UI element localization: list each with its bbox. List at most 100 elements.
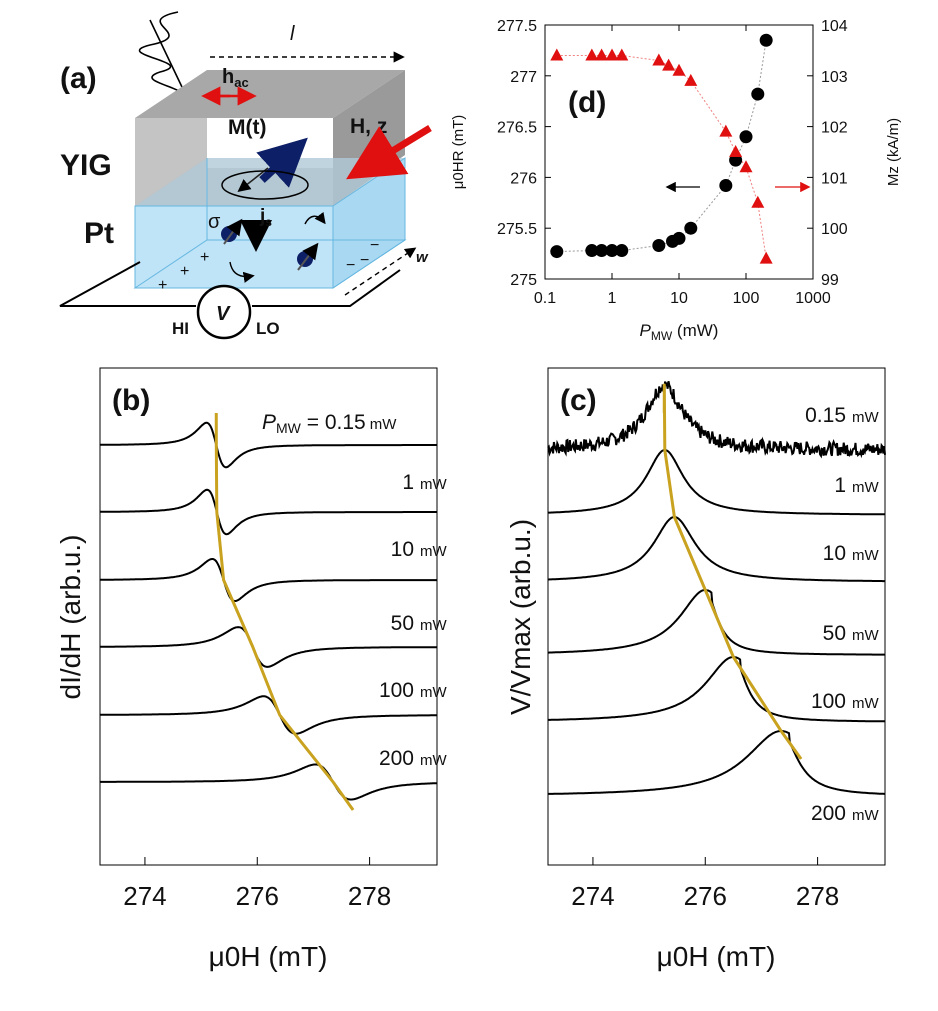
panel-b-label: (b)	[112, 384, 150, 417]
resonance-guide-curve	[662, 383, 803, 760]
power-label: 100	[379, 679, 414, 702]
data-point-mz	[719, 124, 733, 137]
spectrum-100-mw	[548, 656, 886, 723]
magnetization-arrow	[256, 137, 308, 188]
spectrum-10-mw	[99, 558, 438, 602]
power-unit: mW	[420, 752, 447, 769]
y-tick-right-label: 103	[821, 69, 848, 86]
data-point-mz	[662, 58, 676, 71]
h-field-label: H, z	[350, 115, 387, 138]
data-point-hr	[759, 33, 773, 47]
x-tick-label: 276	[684, 881, 727, 911]
data-point-mz	[672, 63, 686, 76]
data-point-hr	[595, 244, 609, 258]
data-point-mz	[605, 48, 619, 61]
data-point-mz	[595, 48, 609, 61]
power-label: 1	[834, 474, 846, 497]
panel-a-schematic: l hac M(t) H, z σ js + + + − − − w	[59, 11, 432, 340]
spectrum-200-mw	[548, 730, 885, 795]
plus-sign: +	[158, 277, 167, 294]
power-label: 50	[391, 612, 414, 635]
voltmeter-icon	[196, 284, 252, 340]
panel-b-xlabel: μ0H (mT)	[209, 941, 328, 972]
power-unit: mW	[852, 547, 879, 564]
x-tick-label: 0.1	[534, 290, 556, 307]
spectrum-0.15-mw	[100, 421, 437, 469]
data-point-mz	[729, 145, 743, 157]
spectrum-1-mw	[547, 449, 885, 516]
y-tick-left-label: 275.5	[497, 221, 537, 238]
panel-c-label: (c)	[560, 384, 597, 417]
resonance-guide-curve	[214, 412, 355, 811]
spectrum-1-mw	[100, 488, 437, 536]
panel-d-xlabel: PMW (mW)	[640, 321, 719, 343]
plus-sign: +	[180, 263, 189, 280]
panel-c-xlabel: μ0H (mT)	[657, 941, 776, 972]
power-label: 10	[391, 538, 414, 561]
minus-sign: −	[370, 237, 379, 254]
power-label: 50	[823, 622, 846, 645]
power-label: 10	[823, 542, 846, 565]
data-point-mz	[585, 48, 599, 61]
pt-label: Pt	[84, 217, 114, 250]
x-tick-label: 274	[571, 881, 614, 911]
y-tick-right-label: 100	[821, 221, 848, 238]
panel-b-chart: 1 mW 10 mW 50 mW 100 mW 200 mW 274 276 278 (b) PMW …	[55, 367, 447, 972]
power-unit: mW	[420, 617, 447, 634]
x-tick-label: 278	[796, 881, 839, 911]
y-tick-left-label: 277.5	[497, 18, 537, 35]
js-label: js	[259, 206, 272, 229]
data-point-hr	[719, 179, 733, 193]
power-unit: mW	[852, 627, 879, 644]
panel-c-frame	[547, 367, 886, 866]
x-tick-label: 1	[608, 290, 617, 307]
power-label: 200	[811, 802, 846, 825]
data-point-hr	[672, 231, 686, 245]
y-tick-left-label: 276	[510, 170, 537, 187]
x-tick-label: 1000	[795, 290, 831, 307]
sigma-label: σ	[208, 211, 221, 233]
y-tick-left-label: 275	[510, 272, 537, 289]
panel-b-frame	[99, 367, 438, 866]
data-point-mz	[759, 251, 773, 264]
panel-d-chart: 0.1 1 10 100 1000 275 275.5 276 276.5 277 277.5 99 1…	[450, 18, 902, 343]
hi-label: HI	[172, 319, 189, 338]
circuit-wire-left	[59, 261, 196, 307]
data-point-hr	[684, 221, 698, 235]
power-unit: mW	[852, 479, 879, 496]
panel-b-ylabel: dI/dH (arb.u.)	[55, 535, 86, 700]
power-unit: mW	[852, 807, 879, 824]
spectrum-200-mw	[100, 763, 437, 801]
data-point-hr	[751, 87, 765, 101]
data-point-hr	[615, 244, 629, 258]
power-unit: mW	[852, 695, 879, 712]
yig-top-face	[135, 70, 405, 118]
x-tick-label: 100	[733, 290, 760, 307]
spin-arrow-icon	[223, 218, 243, 245]
spin-arrow-icon	[297, 242, 319, 271]
hac-label: hac	[222, 66, 249, 90]
y-tick-right-label: 102	[821, 120, 848, 137]
y-tick-left-label: 277	[510, 69, 537, 86]
plus-sign: +	[200, 249, 209, 266]
data-point-hr	[652, 238, 666, 252]
power-unit: mW	[420, 476, 447, 493]
power-label: 100	[811, 690, 846, 713]
data-point-hr	[550, 245, 564, 259]
panel-d-ylabel-right: Mz (kA/m)	[885, 118, 902, 186]
spectrum-100-mw	[100, 695, 437, 735]
data-point-mz	[739, 160, 753, 173]
power-label: 200	[379, 747, 414, 770]
minus-sign: −	[346, 257, 355, 274]
w-dimension-arrow	[344, 247, 417, 296]
curl-arrow-icon	[229, 261, 255, 283]
data-point-mz	[550, 48, 564, 61]
data-point-hr	[605, 244, 619, 258]
power-label: 0.15	[805, 404, 846, 427]
precession-ellipse	[221, 170, 309, 200]
lo-label: LO	[256, 319, 280, 338]
microwave-wave-icon	[138, 11, 184, 99]
y-tick-right-label: 101	[821, 170, 848, 187]
w-label: w	[416, 249, 429, 266]
